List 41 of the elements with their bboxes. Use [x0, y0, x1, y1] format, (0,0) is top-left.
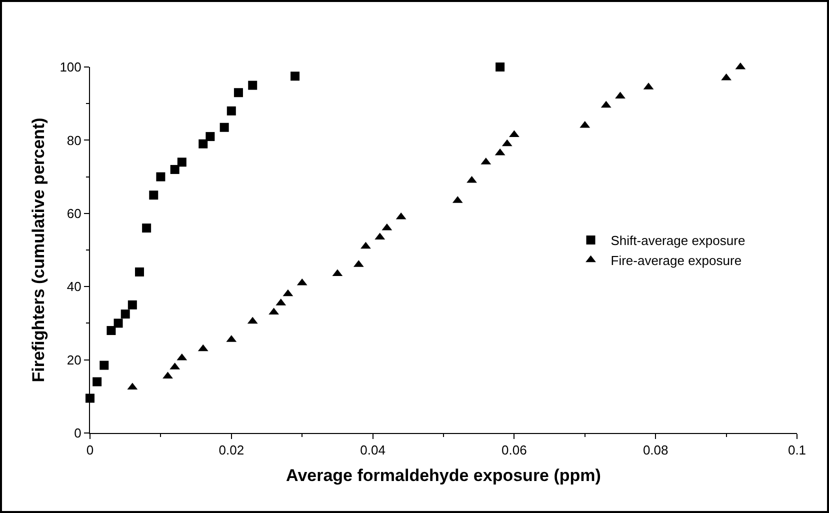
point [149, 190, 158, 200]
point [128, 300, 137, 310]
point [220, 122, 229, 132]
point [92, 377, 102, 386]
point [170, 164, 180, 174]
point [120, 310, 130, 319]
x-tick-label: 0.04 [360, 442, 386, 458]
y-tick-label: 60 [66, 206, 82, 221]
y-tick-label: 40 [66, 279, 82, 294]
point [248, 80, 258, 90]
y-tick-label: 80 [66, 132, 82, 148]
point [162, 372, 173, 379]
x-tick-label: 0 [86, 442, 94, 458]
point [114, 318, 123, 328]
point [134, 267, 144, 276]
point [206, 132, 215, 142]
point [360, 242, 371, 249]
point [142, 224, 152, 233]
point [226, 106, 236, 116]
x-tick-label: 0.1 [788, 442, 806, 458]
point [198, 139, 208, 148]
legend-label: Fire-average exposure [610, 252, 742, 268]
point [234, 88, 243, 98]
x-axis-title: Average formaldehyde exposure (ppm) [286, 466, 601, 485]
point [721, 73, 732, 80]
point [615, 92, 626, 99]
point [290, 72, 300, 81]
y-tick-label: 100 [60, 60, 82, 75]
y-tick-label: 20 [66, 352, 82, 368]
x-tick-label: 0.02 [218, 442, 244, 458]
point [466, 176, 477, 183]
point [156, 172, 166, 182]
point [496, 62, 505, 72]
point [100, 360, 109, 370]
legend-label: Shift-average exposure [610, 233, 746, 248]
y-tick-label: 0 [74, 426, 82, 441]
point [106, 326, 116, 336]
point [177, 158, 186, 167]
y-axis-title: Firefighters (cumulative percent) [29, 118, 48, 382]
x-tick-label: 0.06 [502, 442, 527, 458]
x-tick-label: 0.08 [642, 442, 668, 458]
